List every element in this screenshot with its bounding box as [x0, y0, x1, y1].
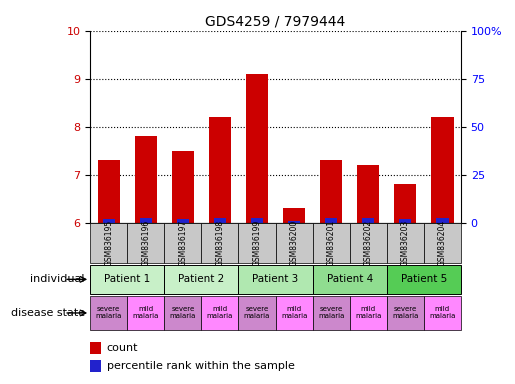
Text: GSM836204: GSM836204 — [438, 220, 447, 266]
Bar — [134, 136, 157, 223]
Text: severe
malaria: severe malaria — [95, 306, 122, 319]
Text: GSM836195: GSM836195 — [104, 220, 113, 266]
Bar — [238, 223, 276, 263]
Bar — [283, 209, 305, 223]
Text: count: count — [107, 343, 139, 353]
Text: disease state: disease state — [11, 308, 85, 318]
Bar — [362, 218, 374, 223]
Bar — [424, 296, 461, 330]
Bar — [350, 296, 387, 330]
Bar — [177, 219, 189, 223]
Text: severe
malaria: severe malaria — [318, 306, 345, 319]
Bar — [102, 219, 115, 223]
Bar — [431, 117, 454, 223]
Bar — [276, 223, 313, 263]
Text: severe
malaria: severe malaria — [392, 306, 419, 319]
Bar — [209, 117, 231, 223]
Text: Patient 1: Patient 1 — [104, 274, 150, 285]
Text: GSM836196: GSM836196 — [141, 220, 150, 266]
Bar — [246, 74, 268, 223]
Bar — [238, 296, 276, 330]
Bar — [127, 296, 164, 330]
Bar — [90, 223, 127, 263]
Bar — [320, 161, 342, 223]
Bar — [127, 223, 164, 263]
Bar — [90, 360, 100, 372]
Bar — [387, 296, 424, 330]
Bar — [276, 296, 313, 330]
Bar — [201, 296, 238, 330]
Bar — [288, 221, 300, 223]
Bar — [325, 218, 337, 223]
Text: Patient 4: Patient 4 — [327, 274, 373, 285]
Bar — [313, 296, 350, 330]
Bar — [357, 165, 380, 223]
Text: GSM836201: GSM836201 — [327, 220, 336, 266]
Bar — [313, 223, 350, 263]
Text: individual: individual — [30, 274, 85, 285]
Bar — [251, 218, 263, 223]
Text: mild
malaria: mild malaria — [355, 306, 382, 319]
Bar — [164, 223, 201, 263]
Text: GSM836199: GSM836199 — [252, 220, 262, 266]
Bar — [214, 218, 226, 223]
Bar — [387, 265, 461, 294]
Bar — [171, 151, 194, 223]
Text: GSM836200: GSM836200 — [289, 220, 299, 266]
Bar — [90, 265, 164, 294]
Bar — [313, 265, 387, 294]
Bar — [90, 296, 127, 330]
Text: severe
malaria: severe malaria — [244, 306, 270, 319]
Text: percentile rank within the sample: percentile rank within the sample — [107, 361, 295, 371]
Text: mild
malaria: mild malaria — [429, 306, 456, 319]
Text: severe
malaria: severe malaria — [169, 306, 196, 319]
Bar — [201, 223, 238, 263]
Bar — [90, 342, 100, 354]
Bar — [424, 223, 461, 263]
Bar — [164, 265, 238, 294]
Bar — [387, 223, 424, 263]
Text: Patient 5: Patient 5 — [401, 274, 447, 285]
Title: GDS4259 / 7979444: GDS4259 / 7979444 — [205, 14, 346, 28]
Text: GSM836198: GSM836198 — [215, 220, 225, 266]
Text: mild
malaria: mild malaria — [281, 306, 307, 319]
Text: mild
malaria: mild malaria — [132, 306, 159, 319]
Text: GSM836203: GSM836203 — [401, 220, 410, 266]
Bar — [164, 296, 201, 330]
Text: GSM836202: GSM836202 — [364, 220, 373, 266]
Text: mild
malaria: mild malaria — [207, 306, 233, 319]
Bar — [238, 265, 313, 294]
Text: Patient 3: Patient 3 — [252, 274, 299, 285]
Text: GSM836197: GSM836197 — [178, 220, 187, 266]
Bar — [350, 223, 387, 263]
Bar — [140, 218, 152, 223]
Bar — [399, 219, 411, 223]
Bar — [436, 218, 449, 223]
Text: Patient 2: Patient 2 — [178, 274, 225, 285]
Bar — [394, 184, 417, 223]
Bar — [97, 161, 120, 223]
